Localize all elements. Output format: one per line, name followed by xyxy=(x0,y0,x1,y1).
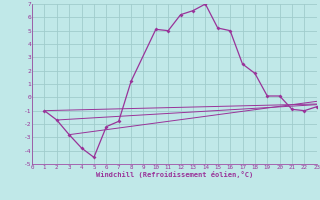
X-axis label: Windchill (Refroidissement éolien,°C): Windchill (Refroidissement éolien,°C) xyxy=(96,171,253,178)
